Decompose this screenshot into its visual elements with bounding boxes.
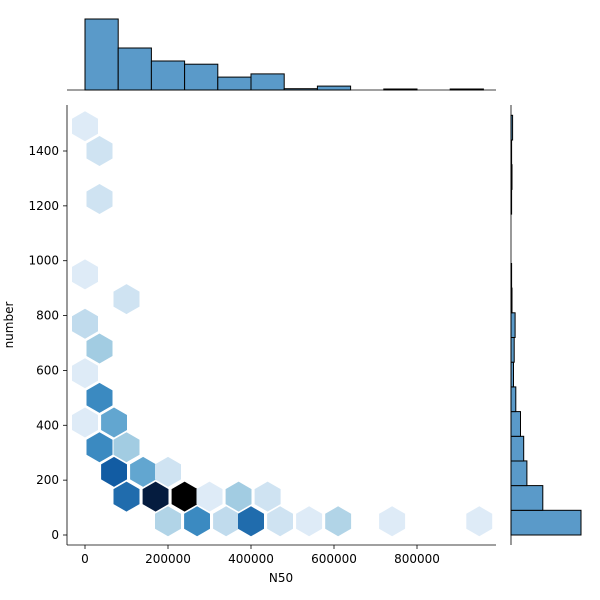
hexbin-cell bbox=[72, 407, 98, 438]
hexbin-cell bbox=[72, 358, 98, 389]
hexbin-cell bbox=[184, 506, 210, 537]
right-hist-bar bbox=[510, 386, 517, 413]
right-hist-bar bbox=[510, 509, 582, 536]
right-hist-bar bbox=[510, 164, 513, 190]
right-marginal-histogram bbox=[510, 105, 582, 545]
hexbin-cell bbox=[296, 506, 323, 537]
hexbin-plot-area bbox=[72, 111, 493, 537]
right-hist-bar bbox=[510, 139, 513, 166]
hexbin-cell bbox=[155, 506, 181, 537]
top-marginal-histogram bbox=[67, 18, 496, 91]
y-tick-label: 400 bbox=[36, 418, 59, 432]
hexbin-cell bbox=[86, 432, 113, 463]
right-hist-bar bbox=[510, 287, 513, 314]
hexbin-cell bbox=[113, 284, 140, 315]
hexbin-cell bbox=[254, 481, 281, 512]
hexbin-cell bbox=[155, 456, 181, 487]
x-tick-label: 600000 bbox=[311, 552, 357, 566]
right-hist-bar bbox=[510, 337, 515, 363]
right-hist-bar bbox=[510, 435, 525, 462]
x-tick-label: 200000 bbox=[145, 552, 191, 566]
hexbin-cell bbox=[225, 481, 252, 512]
y-tick-label: 1000 bbox=[28, 254, 59, 268]
y-tick-label: 1200 bbox=[28, 199, 59, 213]
hexbin-cell bbox=[171, 481, 198, 512]
axes: 0 200000 400000 600000 800000 0 200 400 600 800 10… bbox=[28, 105, 496, 566]
hexbin-cell bbox=[325, 506, 352, 537]
hexbin-cell bbox=[466, 506, 493, 537]
hexbin-cell bbox=[86, 333, 113, 364]
x-tick-label: 400000 bbox=[228, 552, 274, 566]
right-hist-bar bbox=[510, 263, 513, 289]
top-hist-bar bbox=[184, 63, 219, 91]
hexbin-cell bbox=[86, 382, 113, 413]
hexbin-cell bbox=[196, 481, 223, 512]
top-hist-bar bbox=[283, 88, 318, 91]
top-hist-bar bbox=[449, 88, 484, 91]
top-hist-bar bbox=[250, 73, 285, 91]
right-hist-bar bbox=[510, 460, 528, 487]
hexbin-cell bbox=[101, 407, 127, 438]
top-hist-bar bbox=[150, 60, 186, 91]
hexbin-cell bbox=[86, 136, 113, 166]
top-hist-bar bbox=[217, 76, 252, 91]
top-hist-bar bbox=[84, 18, 119, 91]
right-hist-bar bbox=[510, 411, 521, 437]
y-tick-label: 600 bbox=[36, 363, 59, 377]
right-hist-bar bbox=[510, 312, 516, 338]
y-tick-label: 1400 bbox=[28, 144, 59, 158]
x-tick-label: 800000 bbox=[394, 552, 440, 566]
hexbin-cell bbox=[142, 481, 169, 512]
top-hist-bar bbox=[316, 85, 352, 91]
hexbin-cell bbox=[238, 506, 264, 537]
hexbin-cell bbox=[86, 184, 113, 214]
hexbin-cell bbox=[72, 259, 98, 290]
x-tick-label: 0 bbox=[81, 552, 89, 566]
hexbin-cell bbox=[113, 481, 140, 512]
right-hist-bar bbox=[510, 188, 513, 215]
hexbin-cell bbox=[267, 506, 293, 537]
y-tick-label: 200 bbox=[36, 473, 59, 487]
hexbin-cell bbox=[113, 432, 140, 463]
y-tick-label: 800 bbox=[36, 309, 59, 323]
top-hist-bar bbox=[383, 88, 418, 91]
hexbin-cell bbox=[101, 456, 127, 487]
hexbin-cell bbox=[213, 506, 240, 537]
hexbin-cell bbox=[72, 308, 98, 339]
right-hist-bar bbox=[510, 114, 514, 141]
right-hist-bar bbox=[510, 485, 544, 511]
x-axis-label: N50 bbox=[269, 571, 293, 585]
hexbin-cell bbox=[72, 111, 98, 142]
hexbin-cell bbox=[130, 456, 157, 487]
right-hist-bar bbox=[510, 361, 514, 388]
y-axis-label: number bbox=[2, 302, 16, 349]
hexbin-cell bbox=[379, 506, 406, 537]
y-tick-label: 0 bbox=[51, 528, 59, 542]
top-hist-bar bbox=[117, 47, 152, 91]
